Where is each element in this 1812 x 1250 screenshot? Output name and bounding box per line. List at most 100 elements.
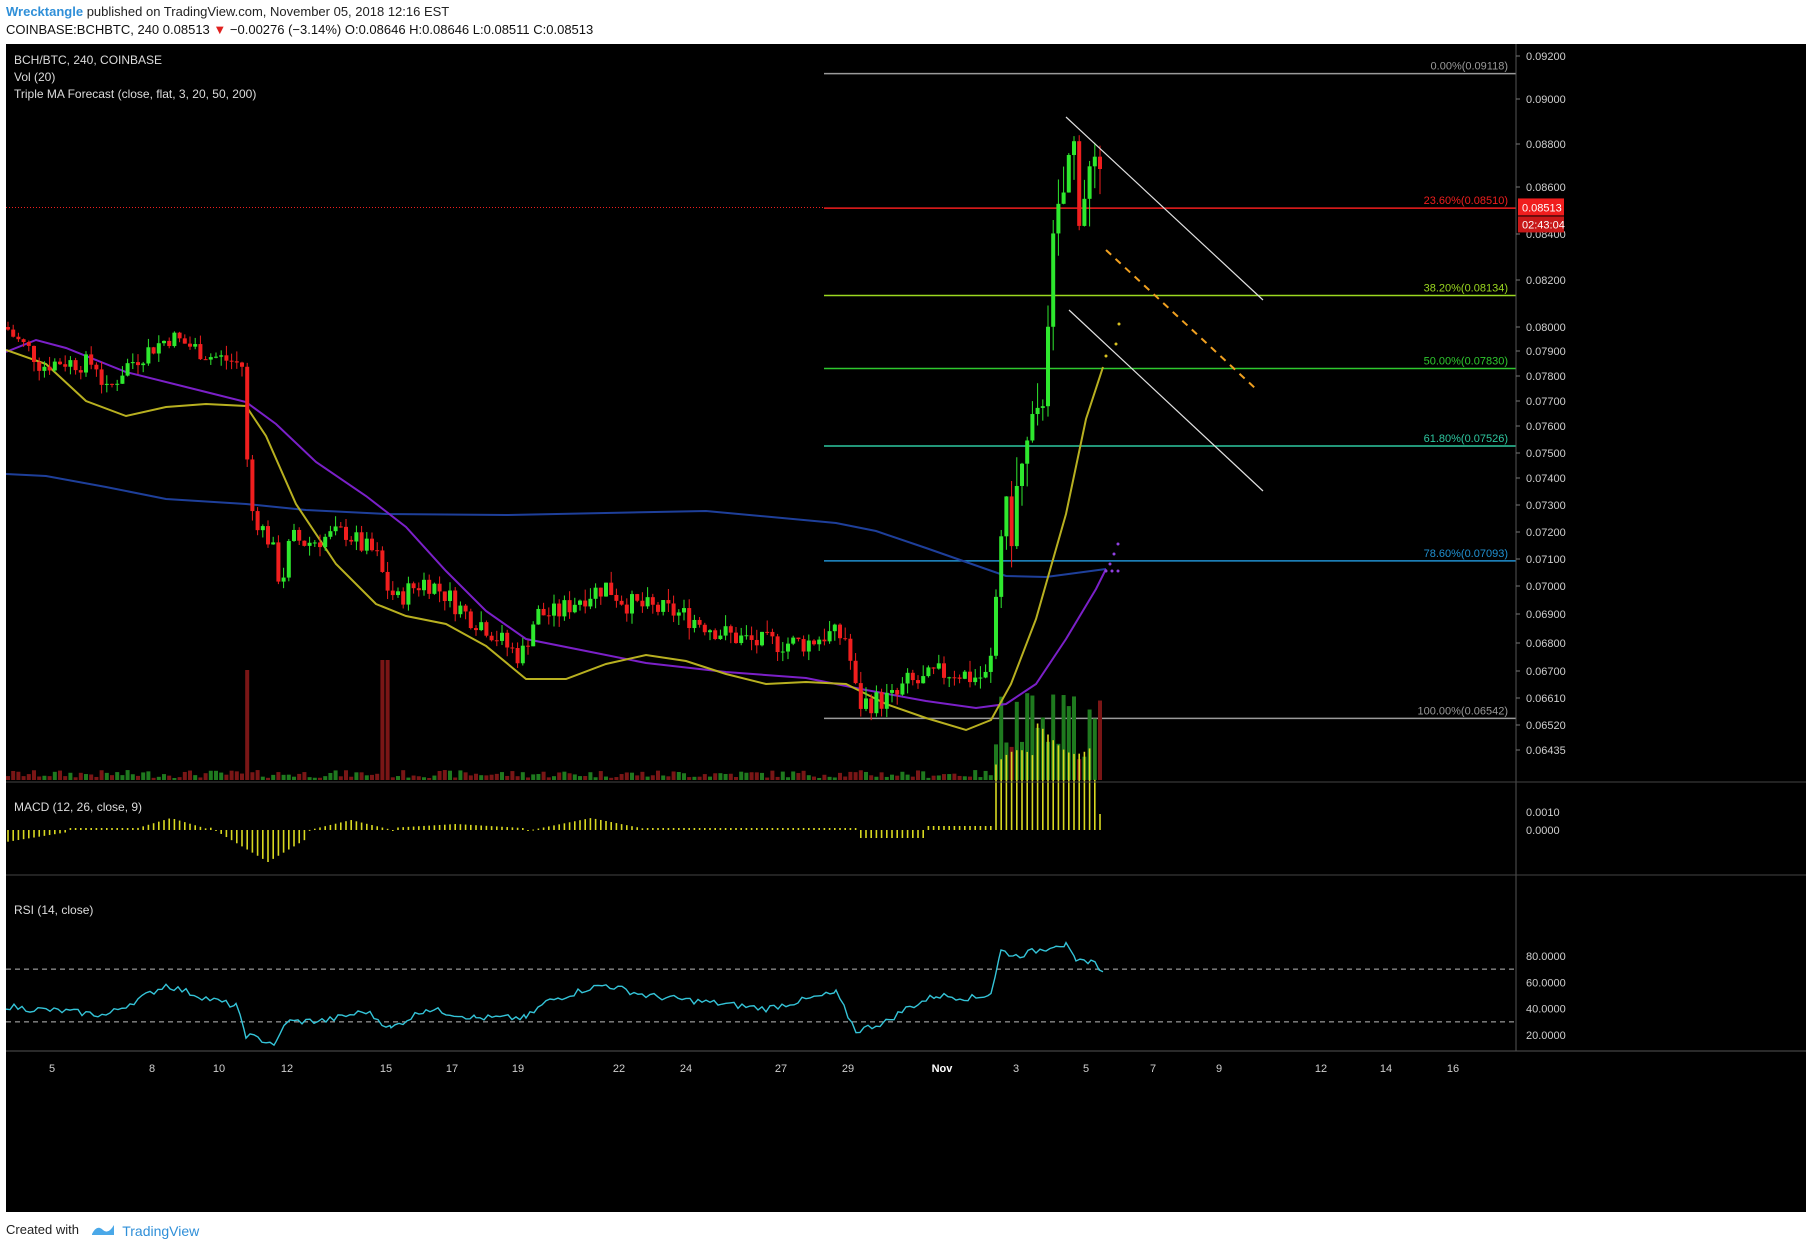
- candle-body: [115, 383, 120, 385]
- volume-bar: [515, 776, 520, 780]
- volume-bar: [453, 777, 458, 780]
- candle-body: [1030, 414, 1035, 441]
- candle-body: [42, 366, 47, 371]
- macd-histogram-bar: [371, 825, 373, 830]
- volume-bar: [557, 772, 562, 780]
- macd-histogram-bar: [672, 828, 675, 830]
- chart-svg[interactable]: 0.00%(0.09118) 23.60%(0.08510) 38.20%(0.08…: [5, 44, 1806, 1212]
- forecast-dot: [1108, 562, 1112, 566]
- volume-bar: [817, 777, 822, 780]
- macd-histogram-bar: [709, 828, 711, 830]
- volume-bar: [796, 773, 801, 780]
- volume-bar: [884, 776, 889, 780]
- volume-bar: [427, 777, 432, 780]
- candle-body: [390, 590, 395, 596]
- macd-histogram-bar: [230, 830, 233, 841]
- candle-body: [921, 676, 926, 684]
- volume-bar: [411, 775, 416, 780]
- candle-body: [411, 583, 416, 589]
- macd-histogram-bar: [527, 830, 529, 831]
- candle-body: [817, 639, 822, 645]
- candle-body: [983, 671, 988, 678]
- macd-histogram-bar: [620, 824, 623, 830]
- macd-legend: MACD (12, 26, close, 9): [14, 800, 142, 814]
- price-tick-label: 0.06700: [1526, 666, 1566, 678]
- volume-bar: [983, 770, 988, 780]
- fib-label: 100.00%(0.06542): [1417, 705, 1508, 717]
- macd-histogram-bar: [1088, 748, 1091, 830]
- macd-histogram-bar: [735, 828, 737, 830]
- macd-histogram-bar: [870, 830, 872, 838]
- volume-bar: [1014, 701, 1019, 780]
- macd-histogram-bar: [589, 818, 592, 830]
- author-link[interactable]: Wrecktangle: [6, 4, 84, 19]
- candle-body: [141, 363, 146, 366]
- volume-bar: [359, 772, 364, 780]
- candle-body: [687, 608, 692, 629]
- macd-histogram-bar: [849, 828, 852, 830]
- macd-histogram-bar: [69, 828, 72, 830]
- macd-histogram-bar: [267, 830, 269, 862]
- volume-bar: [198, 777, 203, 780]
- price-tick-label: 0.08600: [1526, 182, 1566, 194]
- volume-bar: [328, 772, 333, 780]
- volume-bar: [546, 777, 551, 780]
- candle-body: [1061, 192, 1066, 204]
- macd-histogram-bar: [823, 828, 826, 830]
- macd-histogram-bar: [1026, 751, 1028, 830]
- candle-body: [786, 643, 790, 652]
- volume-bar: [385, 660, 390, 780]
- candle-body: [609, 582, 614, 595]
- volume-bar: [723, 773, 728, 780]
- candle-body: [952, 677, 957, 679]
- macd-histogram-bar: [444, 824, 446, 830]
- candle-body: [203, 359, 208, 361]
- macd-histogram-bar: [766, 828, 768, 830]
- candle-body: [765, 631, 770, 633]
- ma-50-line: [5, 338, 1107, 710]
- candle-body: [156, 343, 161, 354]
- candle-body: [947, 677, 952, 679]
- volume-bar: [406, 777, 411, 780]
- time-tick-label: Nov: [932, 1063, 954, 1075]
- volume-bar: [489, 774, 494, 780]
- volume-bar: [999, 696, 1004, 780]
- candle-body: [182, 338, 187, 344]
- candle-body: [458, 605, 463, 615]
- price-tick-label: 0.06800: [1526, 638, 1566, 650]
- volume-bar: [333, 770, 338, 780]
- candle-body: [1004, 496, 1009, 537]
- tradingview-link[interactable]: TradingView: [122, 1222, 200, 1239]
- candle-body: [463, 605, 468, 612]
- candle-body: [666, 600, 671, 604]
- macd-histogram-bar: [974, 826, 976, 830]
- volume-bar: [666, 776, 671, 780]
- macd-histogram-bar: [402, 827, 404, 830]
- candle-body: [73, 360, 78, 371]
- macd-histogram-bar: [990, 826, 992, 830]
- rsi-tick-label: 40.0000: [1526, 1004, 1566, 1016]
- macd-histogram-bar: [17, 830, 20, 841]
- candle-body: [1035, 407, 1040, 415]
- macd-histogram-bar: [480, 825, 482, 830]
- candle-body: [536, 608, 541, 625]
- candle-body: [853, 660, 858, 684]
- candle-body: [999, 536, 1004, 597]
- volume-bar: [822, 774, 827, 780]
- volume-bar: [370, 774, 374, 780]
- macd-histogram-bar: [194, 825, 196, 830]
- candle-body: [448, 590, 452, 602]
- macd-histogram-bar: [724, 828, 727, 830]
- macd-histogram-bar: [1005, 754, 1008, 830]
- volume-bar: [671, 771, 676, 780]
- candle-body: [224, 355, 229, 361]
- volume-bar: [214, 770, 218, 780]
- macd-histogram-bar: [574, 821, 576, 830]
- candle-body: [219, 355, 224, 357]
- volume-bar: [354, 772, 359, 780]
- macd-histogram-bar: [516, 827, 519, 830]
- macd-histogram-bar: [262, 830, 264, 859]
- candle-body: [245, 366, 250, 460]
- chart-area[interactable]: 0.00%(0.09118) 23.60%(0.08510) 38.20%(0.08…: [5, 44, 1806, 1212]
- candle-body: [578, 600, 582, 605]
